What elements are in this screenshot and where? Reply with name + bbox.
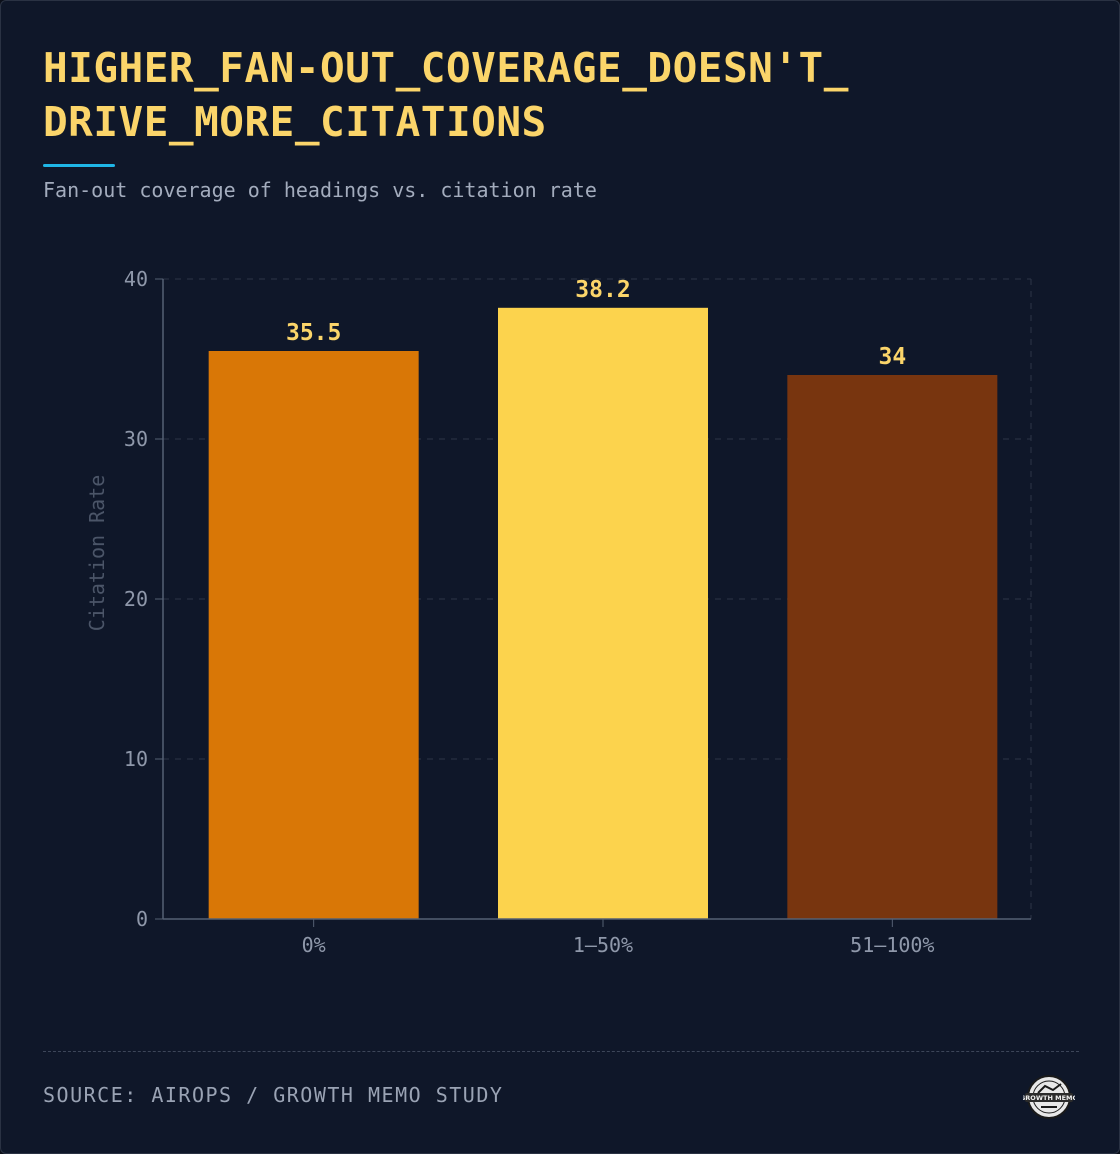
bar bbox=[208, 351, 419, 919]
bar bbox=[498, 307, 708, 919]
y-tick-label: 20 bbox=[124, 587, 148, 611]
y-tick-label: 10 bbox=[124, 747, 148, 771]
growth-memo-badge-icon: GROWTH MEMO bbox=[1023, 1075, 1075, 1119]
x-tick-label: 1–50% bbox=[573, 933, 633, 957]
source-note: SOURCE: AIROPS / GROWTH MEMO STUDY bbox=[43, 1083, 504, 1107]
bar-chart: 0 10 20 30 40 35.5 0% 38.2 1–50% 34 51–100% Citatio… bbox=[85, 267, 1032, 957]
y-tick-label: 30 bbox=[124, 427, 148, 451]
bar-value-label: 35.5 bbox=[286, 320, 341, 346]
footer-divider bbox=[43, 1051, 1079, 1052]
bar-value-label: 38.2 bbox=[575, 277, 630, 303]
bar bbox=[787, 375, 998, 919]
x-tick-label: 0% bbox=[302, 933, 326, 957]
y-axis-title: Citation Rate bbox=[85, 475, 109, 632]
title-accent-line bbox=[43, 164, 115, 167]
x-tick-label: 51–100% bbox=[850, 933, 934, 957]
svg-text:GROWTH MEMO: GROWTH MEMO bbox=[1023, 1094, 1075, 1102]
y-tick-label: 0 bbox=[136, 907, 148, 931]
chart-subtitle: Fan-out coverage of headings vs. citatio… bbox=[43, 178, 597, 202]
bar-value-label: 34 bbox=[878, 344, 906, 370]
chart-title: HIGHER_FAN-OUT_COVERAGE_DOESN'T_ DRIVE_M… bbox=[43, 44, 849, 146]
y-tick-label: 40 bbox=[124, 267, 148, 291]
